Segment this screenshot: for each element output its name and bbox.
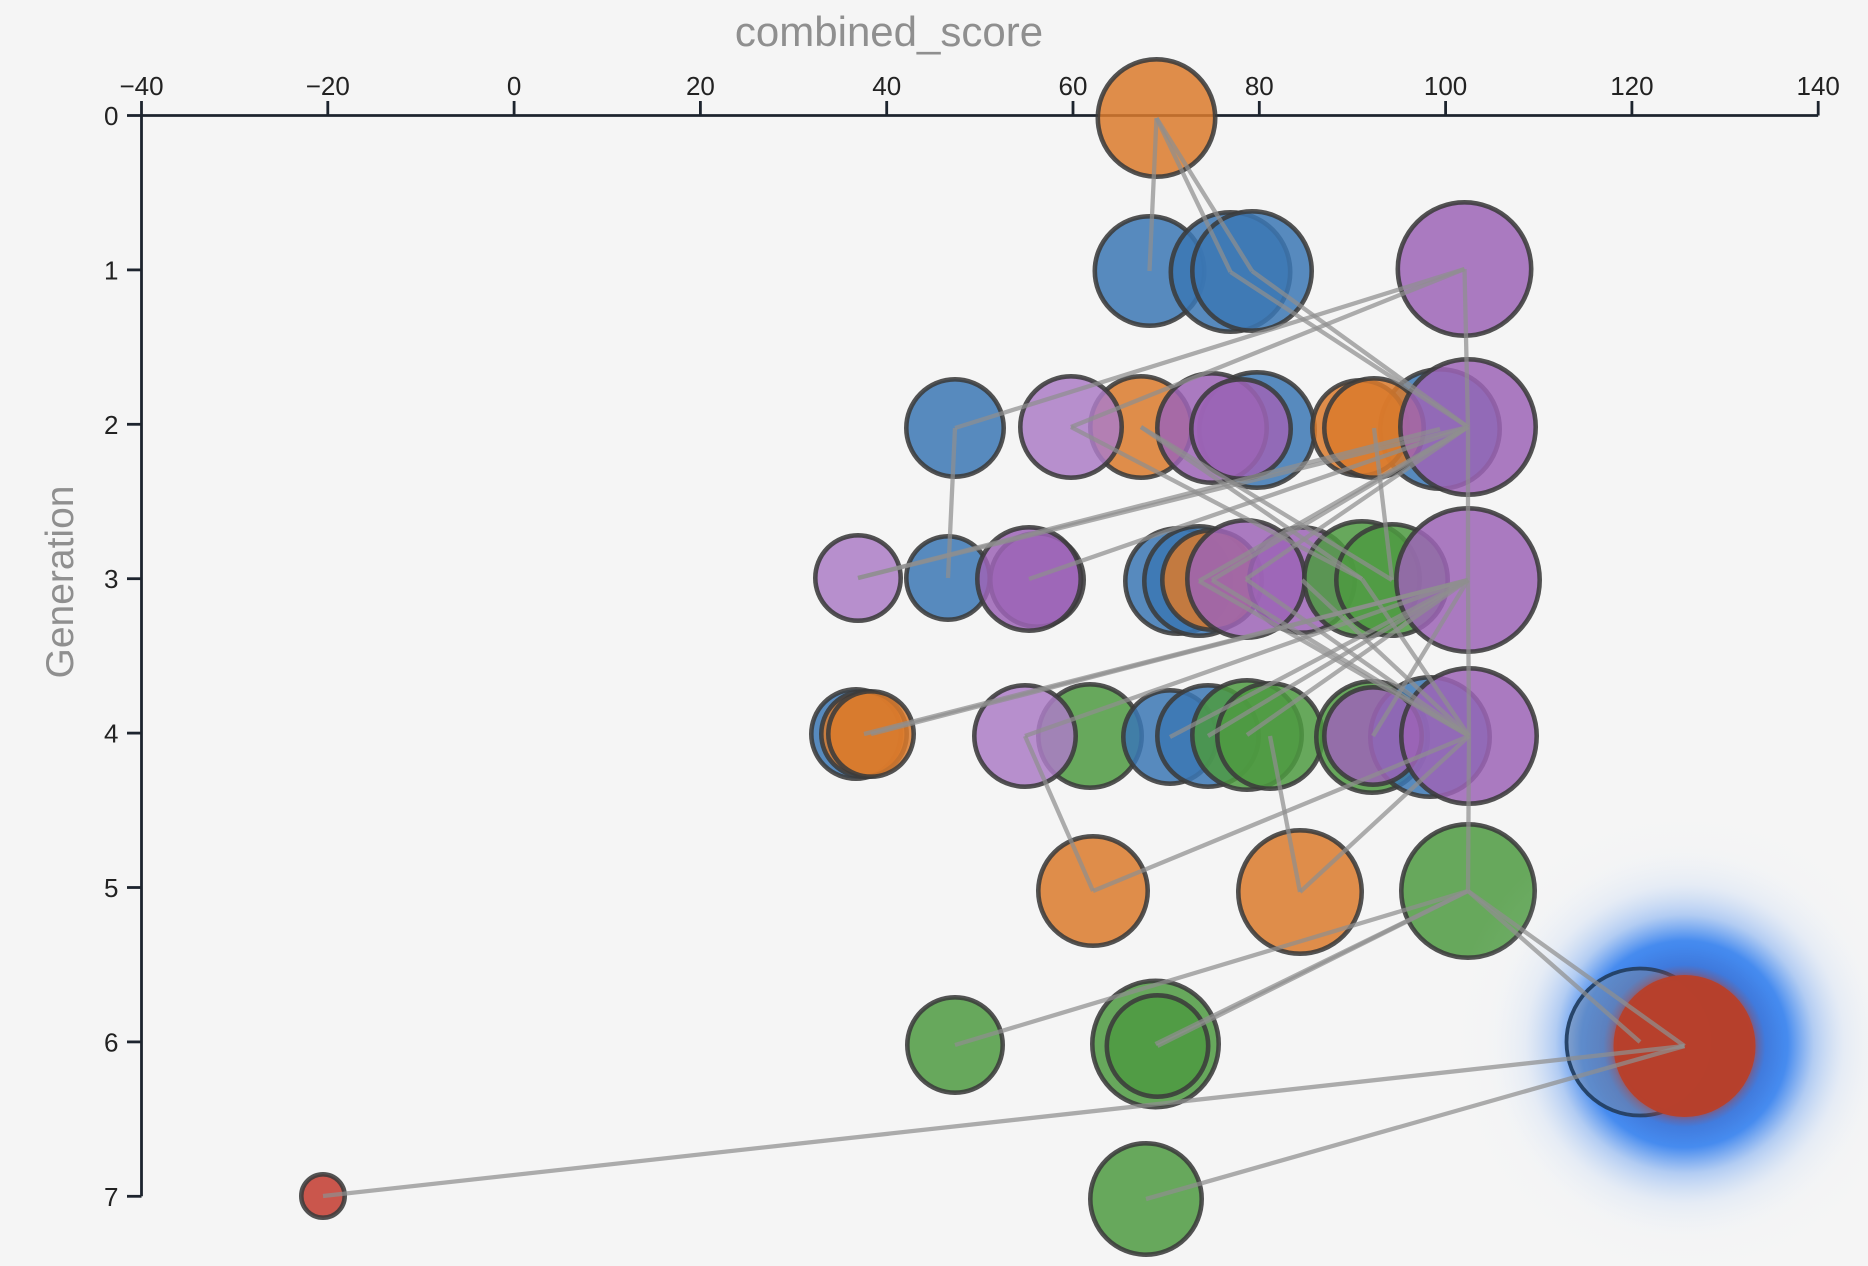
svg-text:5: 5 bbox=[104, 873, 118, 903]
svg-text:60: 60 bbox=[1059, 71, 1088, 101]
svg-text:100: 100 bbox=[1424, 71, 1467, 101]
svg-text:6: 6 bbox=[104, 1027, 118, 1057]
svg-text:1: 1 bbox=[104, 255, 118, 285]
svg-text:7: 7 bbox=[104, 1182, 118, 1212]
svg-text:20: 20 bbox=[686, 71, 715, 101]
svg-text:120: 120 bbox=[1610, 71, 1653, 101]
svg-text:80: 80 bbox=[1245, 71, 1274, 101]
svg-text:140: 140 bbox=[1797, 71, 1840, 101]
svg-text:4: 4 bbox=[104, 719, 118, 749]
svg-text:40: 40 bbox=[872, 71, 901, 101]
svg-text:−20: −20 bbox=[306, 71, 350, 101]
svg-text:combined_score: combined_score bbox=[735, 8, 1043, 55]
svg-text:Generation: Generation bbox=[39, 486, 82, 679]
svg-text:−40: −40 bbox=[119, 71, 163, 101]
svg-text:0: 0 bbox=[104, 101, 118, 131]
svg-text:2: 2 bbox=[104, 410, 118, 440]
svg-text:0: 0 bbox=[507, 71, 521, 101]
svg-text:3: 3 bbox=[104, 564, 118, 594]
